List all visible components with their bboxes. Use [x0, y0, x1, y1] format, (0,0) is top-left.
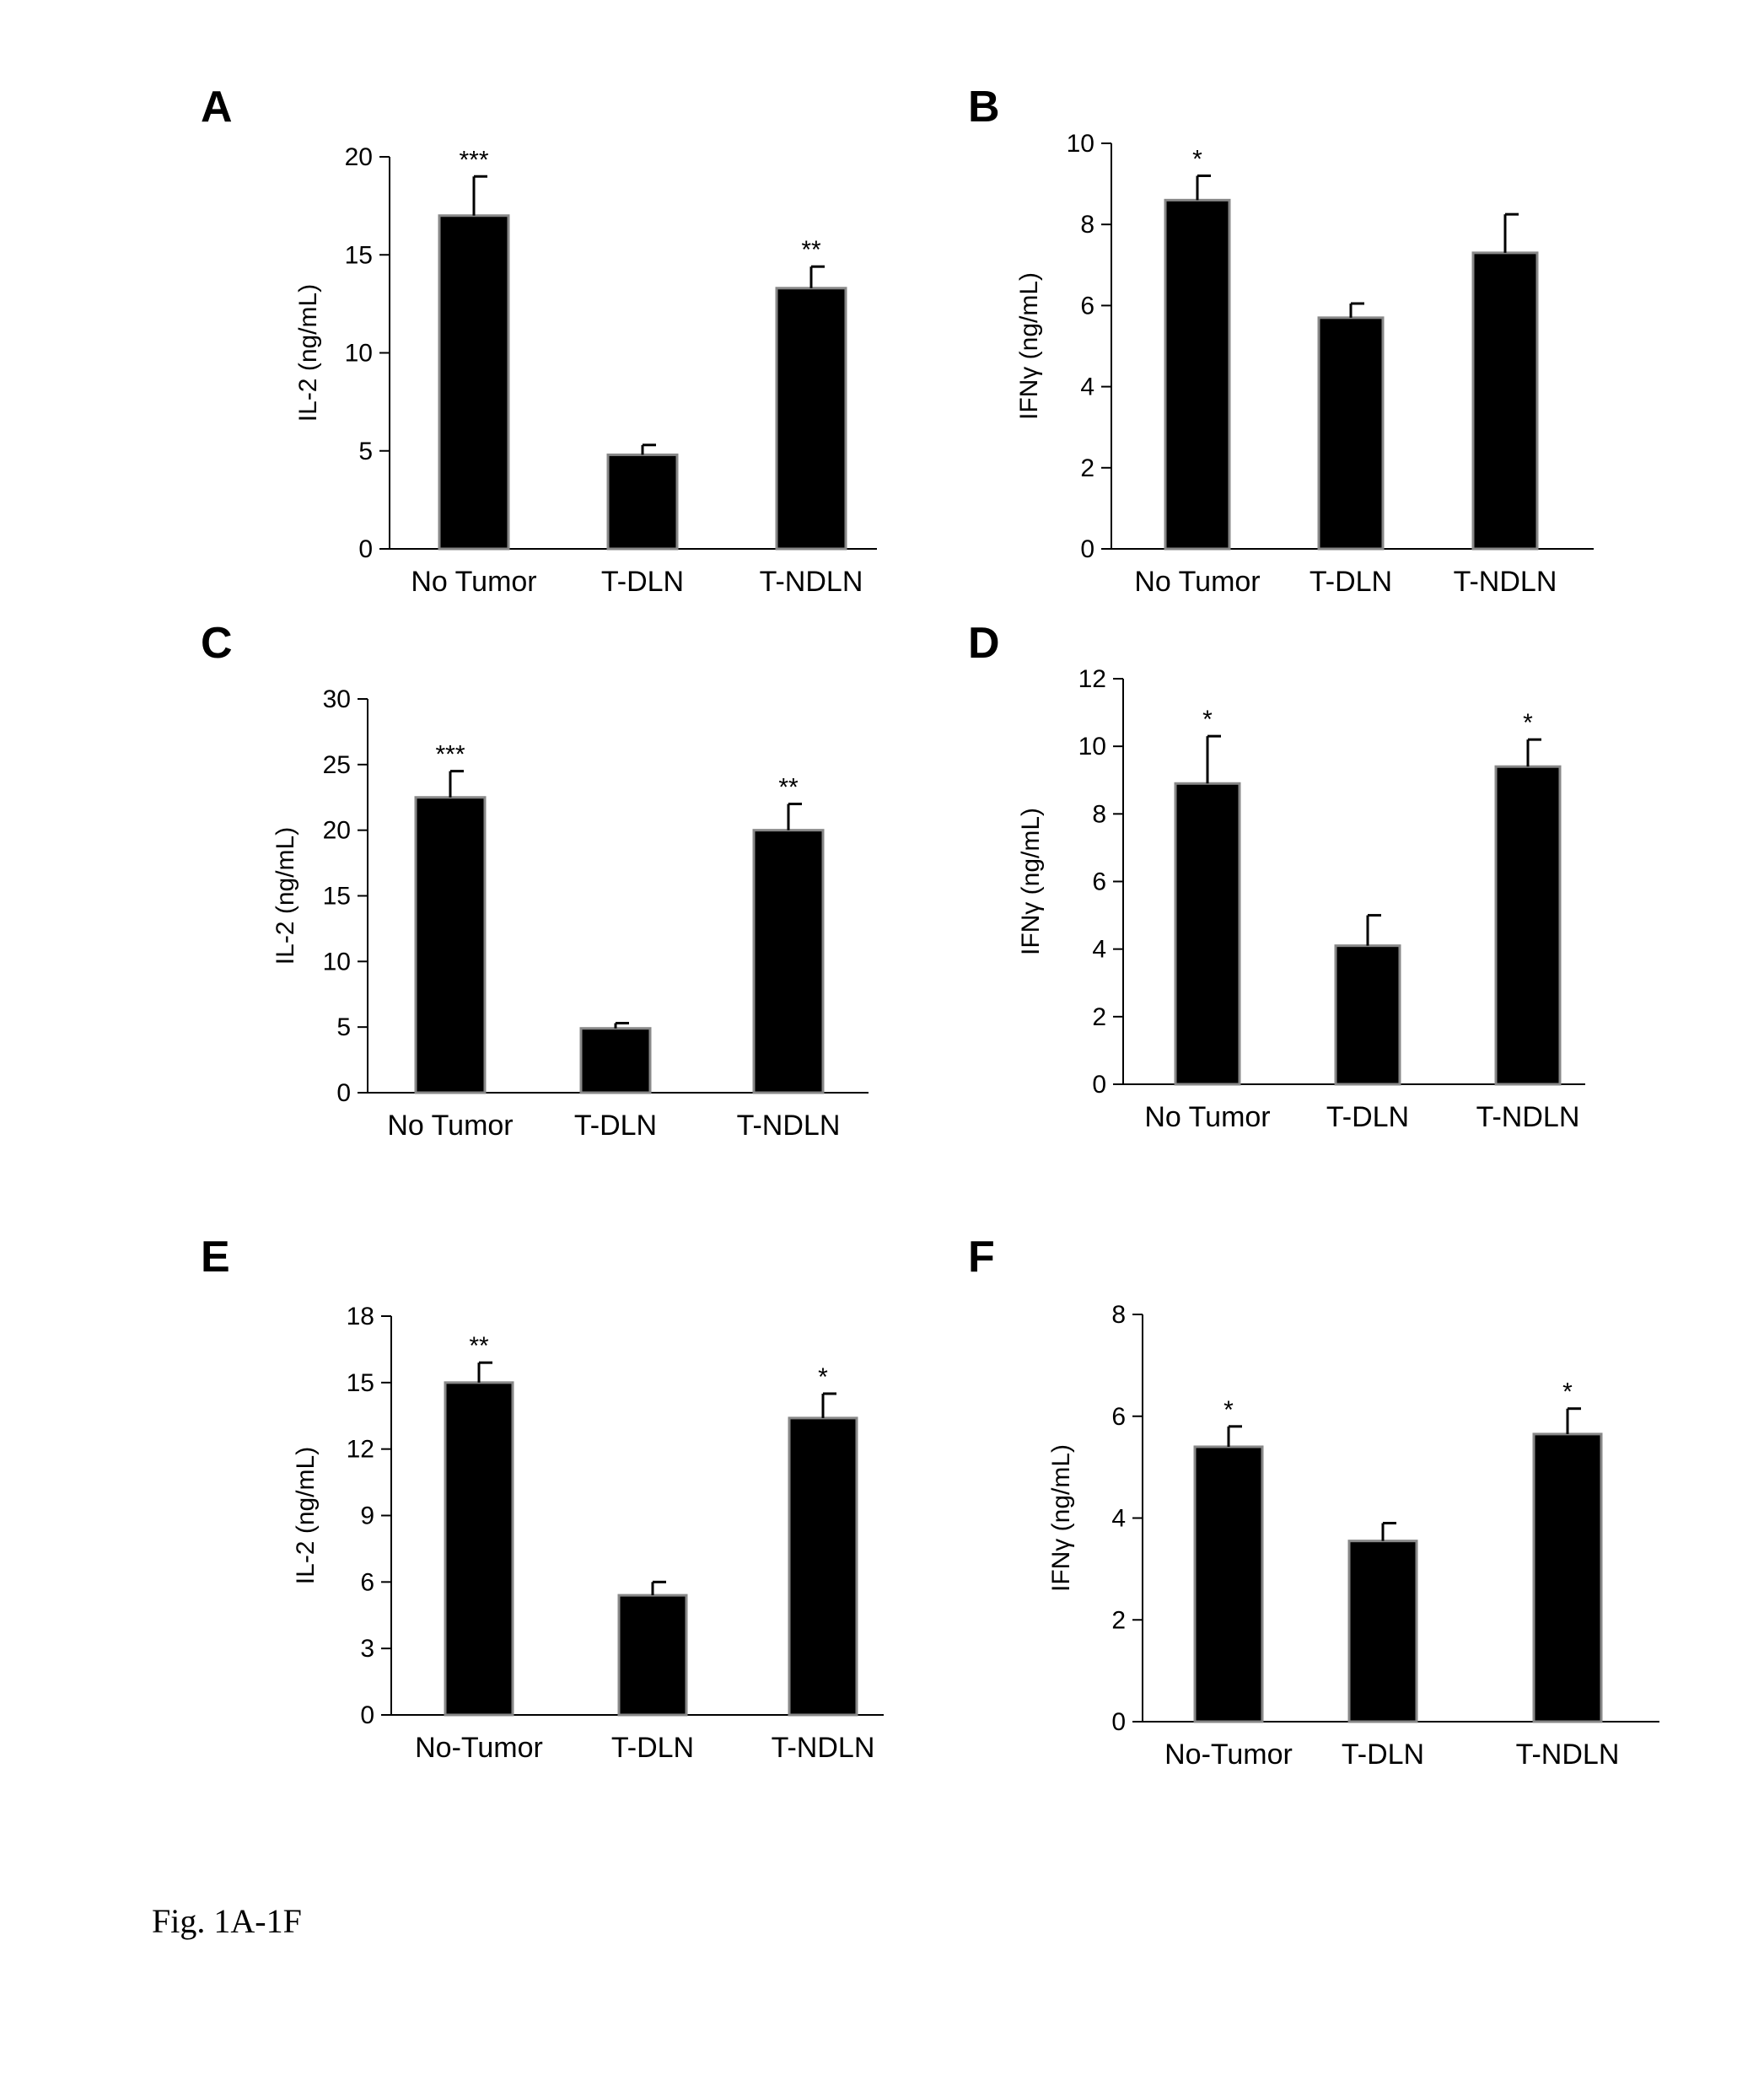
panel-letter-d: D	[968, 619, 1000, 668]
significance-label-f-3: *	[1562, 1379, 1573, 1406]
y-tick-label-b: 10	[1067, 130, 1094, 158]
y-tick-label-e: 0	[360, 1701, 374, 1729]
y-tick-label-d: 10	[1078, 733, 1106, 761]
y-tick-label-a: 20	[345, 143, 373, 171]
y-axis-label-a: IL-2 (ng/mL)	[294, 284, 322, 422]
bar-a-2	[608, 454, 677, 549]
category-label-f-1: No-Tumor	[1164, 1739, 1293, 1771]
figure-caption: Fig. 1A-1F	[152, 1901, 302, 1941]
bar-e-3	[789, 1418, 857, 1715]
y-tick-label-c: 30	[323, 685, 351, 713]
bar-b-2	[1319, 318, 1383, 549]
bar-e-1	[445, 1383, 513, 1715]
y-tick-label-f: 0	[1111, 1708, 1126, 1736]
y-tick-label-c: 25	[323, 751, 351, 779]
significance-label-b-1: *	[1192, 145, 1202, 173]
y-tick-label-b: 0	[1080, 535, 1094, 563]
bar-c-3	[754, 830, 823, 1093]
y-tick-label-c: 0	[336, 1079, 351, 1107]
y-tick-label-a: 15	[345, 241, 373, 269]
y-tick-label-b: 6	[1080, 292, 1094, 320]
y-tick-label-f: 6	[1111, 1403, 1126, 1431]
category-label-d-3: T-NDLN	[1476, 1101, 1580, 1133]
significance-label-e-1: **	[469, 1332, 489, 1360]
panel-letter-f: F	[968, 1233, 995, 1282]
y-tick-label-e: 15	[347, 1369, 374, 1397]
significance-label-a-1: ***	[459, 146, 488, 174]
y-tick-label-d: 12	[1078, 665, 1106, 693]
category-label-e-3: T-NDLN	[772, 1732, 875, 1764]
category-label-c-2: T-DLN	[574, 1110, 657, 1142]
y-tick-label-e: 6	[360, 1568, 374, 1596]
bar-f-1	[1195, 1447, 1262, 1722]
y-tick-label-a: 5	[358, 438, 373, 465]
category-label-e-1: No-Tumor	[415, 1732, 543, 1764]
y-tick-label-c: 15	[323, 883, 351, 911]
bar-e-2	[619, 1595, 686, 1715]
category-label-c-3: T-NDLN	[737, 1110, 841, 1142]
bar-a-1	[439, 216, 508, 549]
y-tick-label-f: 4	[1111, 1505, 1126, 1533]
y-tick-label-c: 5	[336, 1013, 351, 1041]
bar-f-2	[1349, 1541, 1417, 1722]
panel-letter-e: E	[201, 1233, 230, 1282]
y-axis-label-b: IFNγ (ng/mL)	[1015, 272, 1043, 420]
significance-label-f-1: *	[1224, 1396, 1234, 1424]
y-tick-label-b: 4	[1080, 374, 1094, 401]
y-axis-label-f: IFNγ (ng/mL)	[1047, 1444, 1075, 1592]
y-axis-label-e: IL-2 (ng/mL)	[292, 1447, 320, 1584]
y-tick-label-b: 8	[1080, 211, 1094, 239]
y-axis-label-c: IL-2 (ng/mL)	[272, 827, 299, 965]
bar-f-3	[1534, 1434, 1601, 1722]
significance-label-d-1: *	[1202, 706, 1213, 734]
category-label-c-1: No Tumor	[387, 1110, 513, 1142]
y-tick-label-d: 4	[1092, 936, 1106, 964]
bar-c-1	[416, 798, 485, 1093]
y-tick-label-d: 6	[1092, 868, 1106, 896]
y-tick-label-d: 8	[1092, 800, 1106, 828]
category-label-e-2: T-DLN	[611, 1732, 694, 1764]
significance-label-d-3: *	[1523, 709, 1533, 737]
category-label-d-2: T-DLN	[1326, 1101, 1409, 1133]
bar-d-1	[1175, 783, 1240, 1084]
significance-label-c-3: **	[778, 774, 799, 802]
y-tick-label-a: 0	[358, 535, 373, 563]
bar-c-2	[581, 1029, 650, 1093]
category-label-f-3: T-NDLN	[1516, 1739, 1620, 1771]
bar-b-1	[1165, 200, 1229, 549]
y-axis-label-d: IFNγ (ng/mL)	[1017, 808, 1045, 955]
significance-label-c-1: ***	[435, 741, 465, 769]
panel-letter-c: C	[201, 619, 233, 668]
category-label-a-1: No Tumor	[411, 566, 536, 598]
panel-letter-b: B	[968, 83, 1000, 132]
y-tick-label-f: 8	[1111, 1301, 1126, 1329]
category-label-d-1: No Tumor	[1144, 1101, 1270, 1133]
category-label-b-1: No Tumor	[1134, 566, 1260, 598]
panel-letter-a: A	[201, 83, 233, 132]
y-tick-label-e: 18	[347, 1303, 374, 1330]
bar-d-3	[1496, 766, 1560, 1084]
category-label-b-3: T-NDLN	[1454, 566, 1557, 598]
category-label-a-3: T-NDLN	[760, 566, 863, 598]
bar-b-3	[1473, 253, 1537, 549]
significance-label-e-3: *	[818, 1363, 828, 1391]
category-label-a-2: T-DLN	[601, 566, 684, 598]
y-tick-label-e: 3	[360, 1635, 374, 1663]
bar-a-3	[777, 288, 846, 549]
y-tick-label-d: 0	[1092, 1071, 1106, 1099]
bar-d-2	[1336, 946, 1400, 1084]
y-tick-label-c: 10	[323, 948, 351, 976]
category-label-b-2: T-DLN	[1310, 566, 1392, 598]
y-tick-label-d: 2	[1092, 1003, 1106, 1031]
y-tick-label-a: 10	[345, 340, 373, 368]
significance-label-a-3: **	[801, 236, 821, 264]
y-tick-label-e: 9	[360, 1502, 374, 1530]
category-label-f-2: T-DLN	[1342, 1739, 1424, 1771]
y-tick-label-b: 2	[1080, 454, 1094, 482]
y-tick-label-e: 12	[347, 1436, 374, 1464]
y-tick-label-f: 2	[1111, 1606, 1126, 1634]
y-tick-label-c: 20	[323, 817, 351, 845]
